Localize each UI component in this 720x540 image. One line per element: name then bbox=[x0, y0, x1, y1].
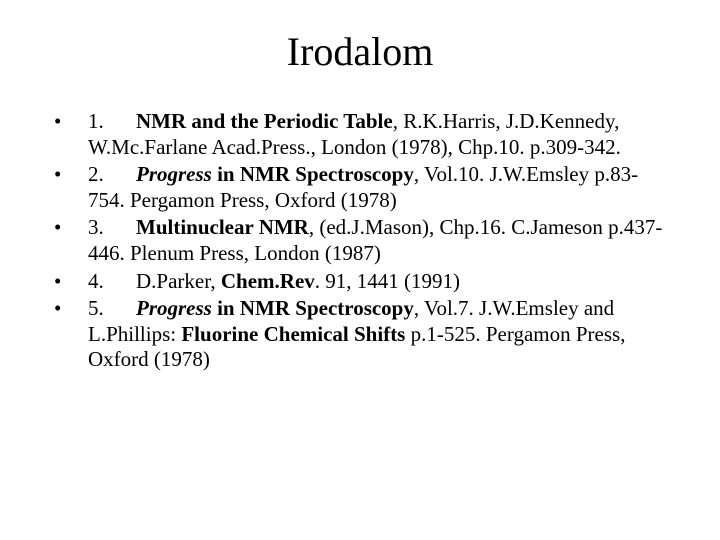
reference-text: Chem.Rev bbox=[221, 269, 315, 293]
reference-item: 4.D.Parker, Chem.Rev. 91, 1441 (1991) bbox=[48, 269, 672, 295]
reference-text: D.Parker, bbox=[136, 269, 221, 293]
reference-text: Progress bbox=[136, 162, 212, 186]
slide-title: Irodalom bbox=[48, 28, 672, 75]
reference-item: 5.Progress in NMR Spectroscopy, Vol.7. J… bbox=[48, 296, 672, 373]
reference-item: 2.Progress in NMR Spectroscopy, Vol.10. … bbox=[48, 162, 672, 213]
reference-item: 1.NMR and the Periodic Table, R.K.Harris… bbox=[48, 109, 672, 160]
reference-text: in NMR Spectroscopy bbox=[212, 296, 414, 320]
reference-number: 2. bbox=[88, 162, 136, 188]
reference-text: Fluorine Chemical Shifts bbox=[181, 322, 405, 346]
slide: Irodalom 1.NMR and the Periodic Table, R… bbox=[0, 0, 720, 540]
reference-text: . 91, 1441 (1991) bbox=[315, 269, 460, 293]
reference-text: Multinuclear NMR bbox=[136, 215, 309, 239]
reference-text: Progress bbox=[136, 296, 212, 320]
reference-number: 3. bbox=[88, 215, 136, 241]
reference-number: 4. bbox=[88, 269, 136, 295]
reference-item: 3.Multinuclear NMR, (ed.J.Mason), Chp.16… bbox=[48, 215, 672, 266]
reference-list: 1.NMR and the Periodic Table, R.K.Harris… bbox=[48, 109, 672, 373]
reference-text: NMR and the Periodic Table bbox=[136, 109, 393, 133]
reference-number: 5. bbox=[88, 296, 136, 322]
reference-number: 1. bbox=[88, 109, 136, 135]
reference-text: in NMR Spectroscopy bbox=[212, 162, 414, 186]
